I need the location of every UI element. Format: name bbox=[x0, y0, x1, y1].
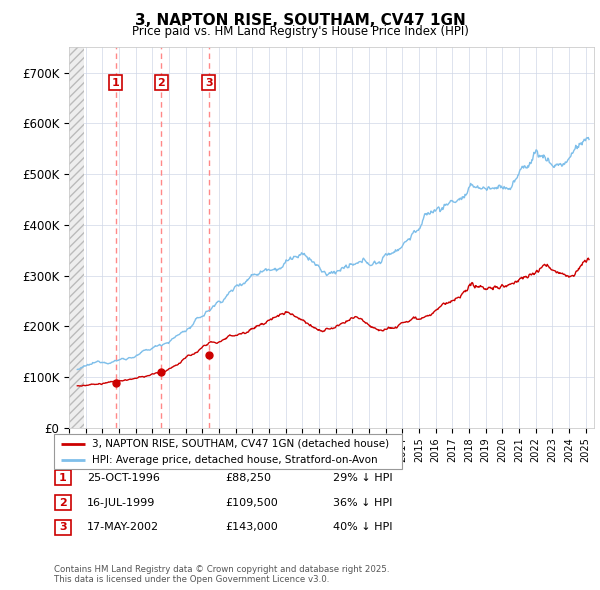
Text: Price paid vs. HM Land Registry's House Price Index (HPI): Price paid vs. HM Land Registry's House … bbox=[131, 25, 469, 38]
Text: 2: 2 bbox=[59, 498, 67, 507]
Text: £109,500: £109,500 bbox=[225, 498, 278, 507]
FancyBboxPatch shape bbox=[55, 520, 71, 535]
Text: 1: 1 bbox=[59, 473, 67, 483]
Text: 25-OCT-1996: 25-OCT-1996 bbox=[87, 473, 160, 483]
Text: HPI: Average price, detached house, Stratford-on-Avon: HPI: Average price, detached house, Stra… bbox=[92, 455, 378, 465]
FancyBboxPatch shape bbox=[54, 434, 402, 469]
Text: 17-MAY-2002: 17-MAY-2002 bbox=[87, 523, 159, 532]
Text: 3, NAPTON RISE, SOUTHAM, CV47 1GN (detached house): 3, NAPTON RISE, SOUTHAM, CV47 1GN (detac… bbox=[92, 438, 389, 448]
Text: 3: 3 bbox=[205, 78, 212, 88]
Text: Contains HM Land Registry data © Crown copyright and database right 2025.
This d: Contains HM Land Registry data © Crown c… bbox=[54, 565, 389, 584]
Text: 40% ↓ HPI: 40% ↓ HPI bbox=[333, 523, 392, 532]
Text: 36% ↓ HPI: 36% ↓ HPI bbox=[333, 498, 392, 507]
Text: 3: 3 bbox=[59, 523, 67, 532]
FancyBboxPatch shape bbox=[55, 470, 71, 486]
Text: 2: 2 bbox=[157, 78, 165, 88]
Text: 29% ↓ HPI: 29% ↓ HPI bbox=[333, 473, 392, 483]
Text: £88,250: £88,250 bbox=[225, 473, 271, 483]
Text: 16-JUL-1999: 16-JUL-1999 bbox=[87, 498, 155, 507]
Text: 3, NAPTON RISE, SOUTHAM, CV47 1GN: 3, NAPTON RISE, SOUTHAM, CV47 1GN bbox=[134, 13, 466, 28]
Text: 1: 1 bbox=[112, 78, 120, 88]
Text: £143,000: £143,000 bbox=[225, 523, 278, 532]
FancyBboxPatch shape bbox=[55, 495, 71, 510]
